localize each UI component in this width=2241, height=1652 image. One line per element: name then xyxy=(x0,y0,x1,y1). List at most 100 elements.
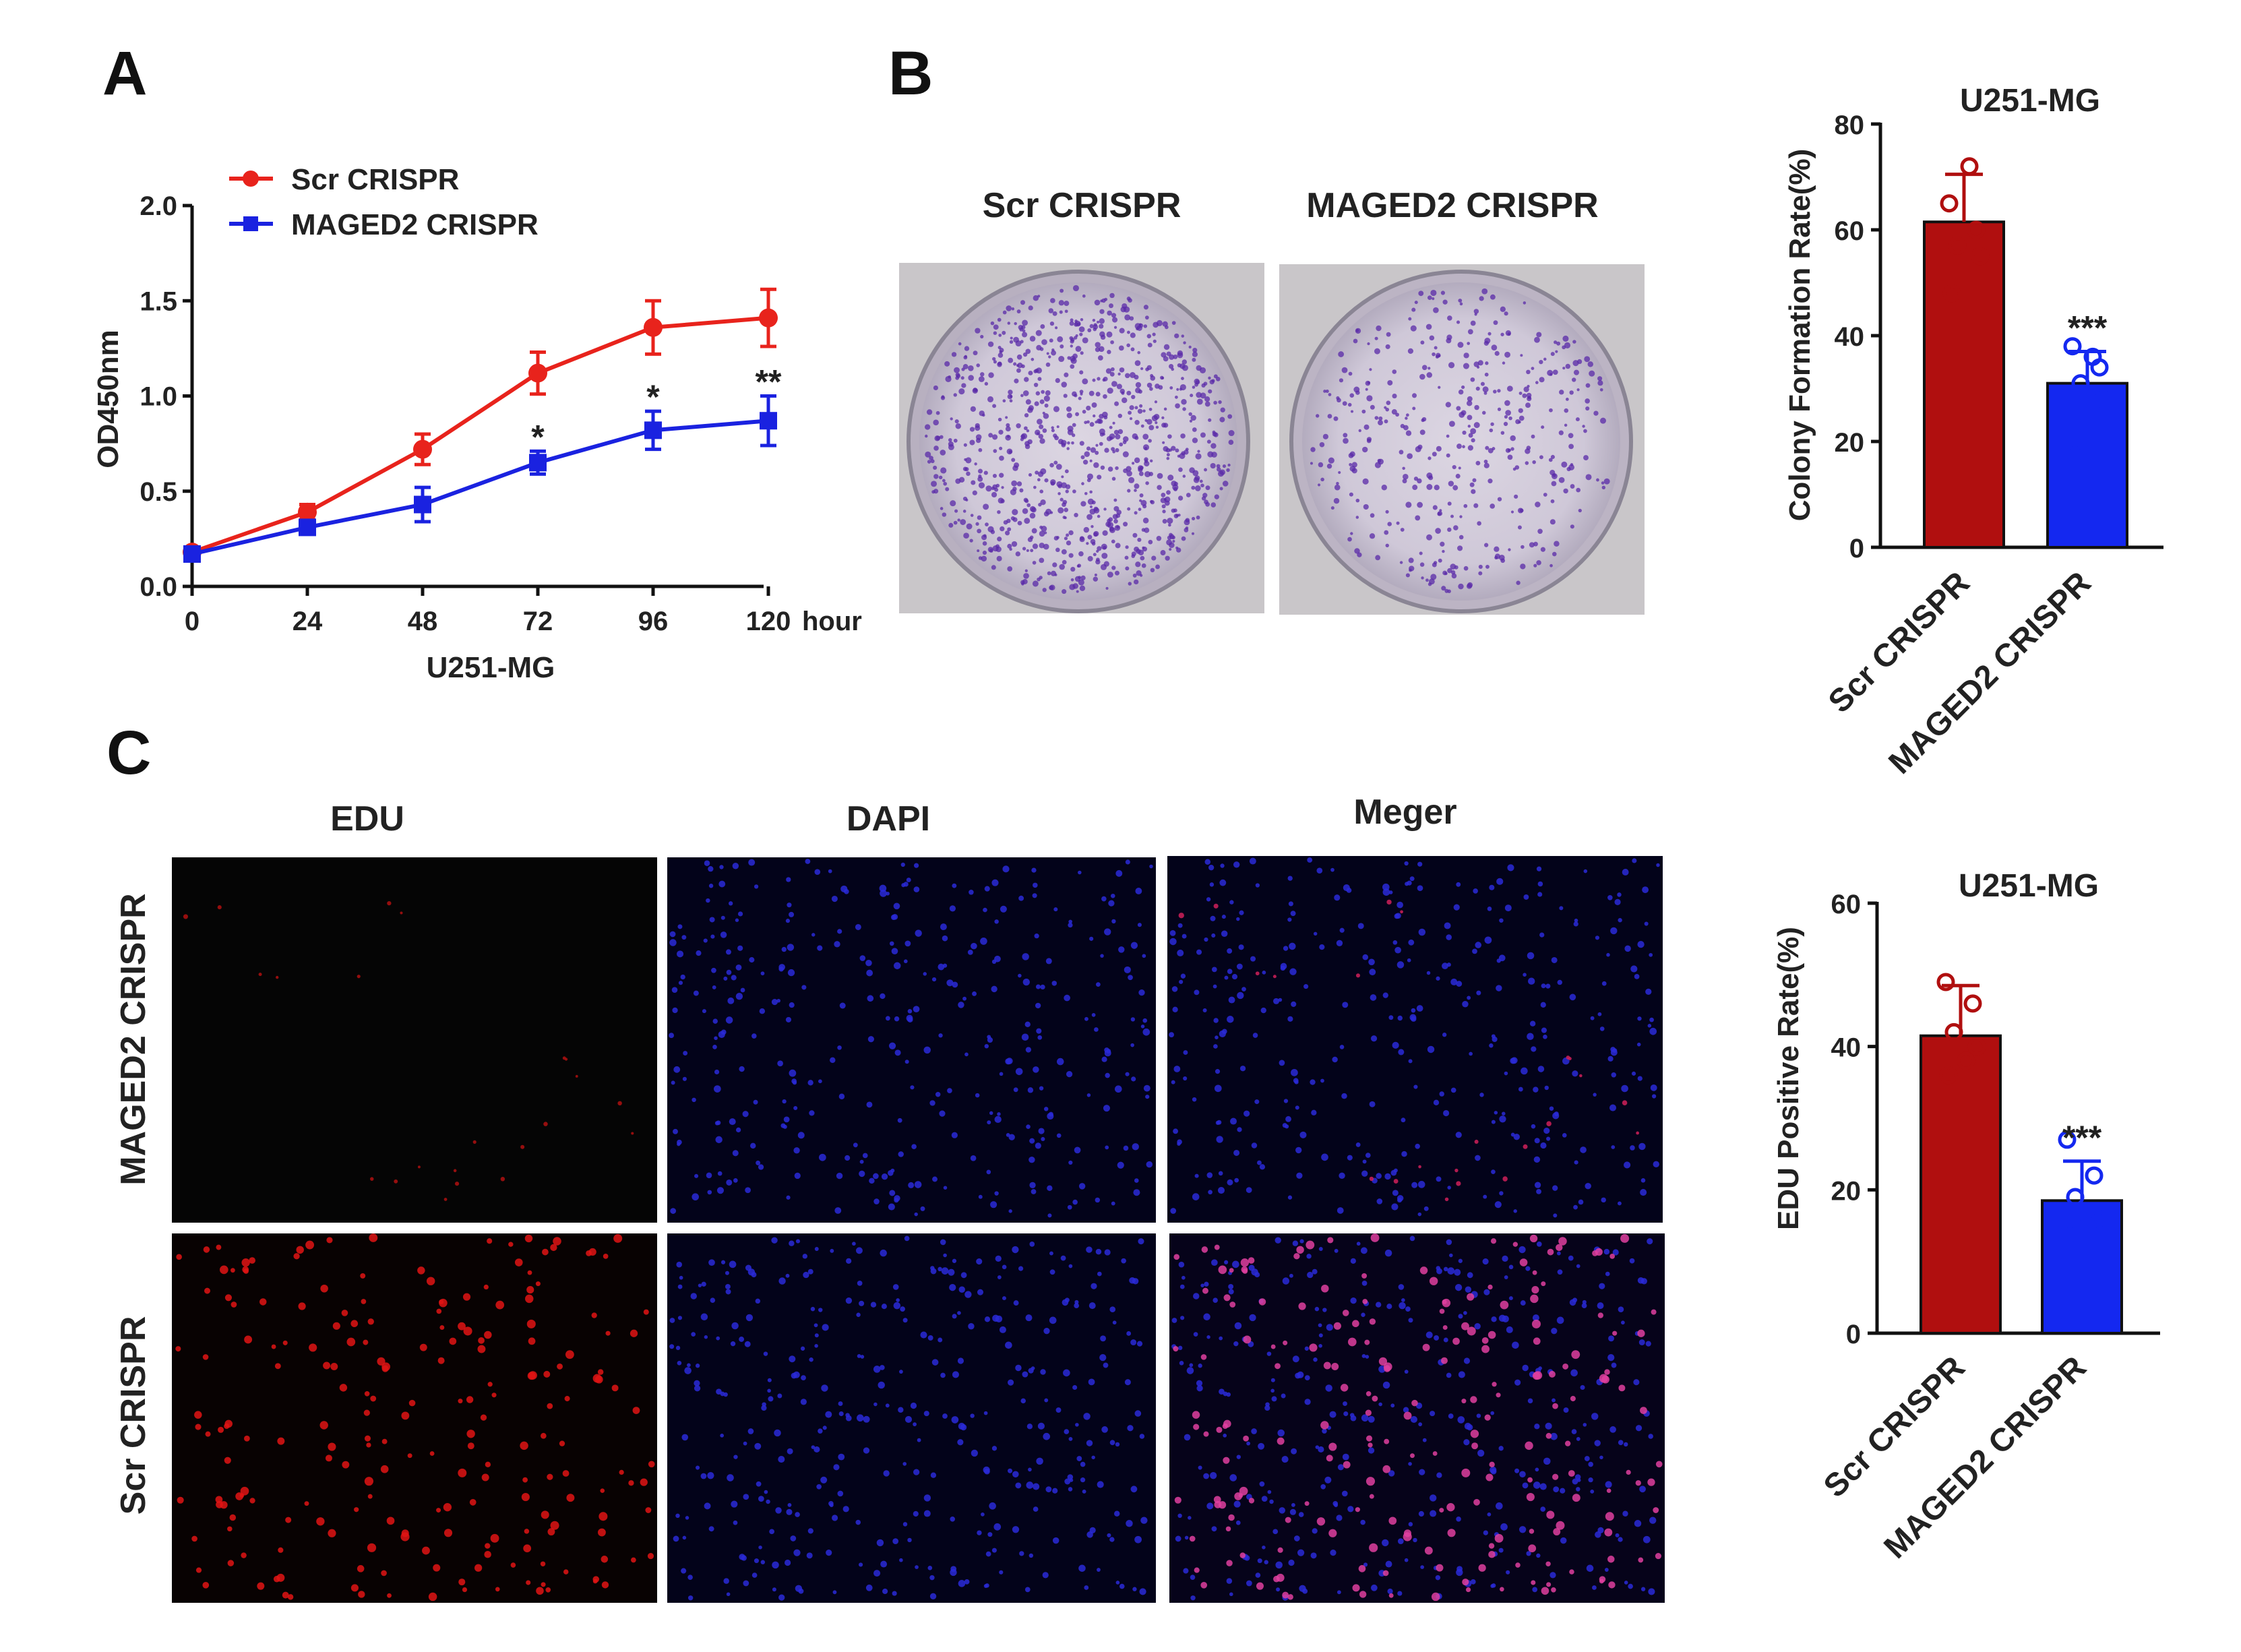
cell-nucleus xyxy=(244,1335,253,1344)
cell-nucleus xyxy=(526,1580,531,1585)
legend-label-scr: Scr CRISPR xyxy=(291,163,459,196)
cell-nucleus xyxy=(1173,1128,1179,1134)
cell-nucleus xyxy=(831,895,838,903)
colony-dot xyxy=(1064,469,1069,474)
cell-nucleus xyxy=(1211,1259,1218,1266)
cell-nucleus xyxy=(1068,922,1073,928)
colony-dot xyxy=(1107,350,1111,355)
colony-dot xyxy=(1378,416,1383,421)
cell-nucleus xyxy=(603,1254,609,1259)
colony-dot xyxy=(1148,407,1153,411)
colony-dot xyxy=(1217,467,1221,472)
cell-nucleus xyxy=(277,1437,285,1445)
colony-dot xyxy=(1108,517,1113,522)
cell-nucleus xyxy=(1142,1018,1148,1023)
cell-nucleus xyxy=(695,1364,700,1368)
cell-nucleus xyxy=(1647,1238,1653,1245)
cell-nucleus xyxy=(216,1244,222,1250)
cell-nucleus xyxy=(999,1072,1004,1076)
growth-x-axis-title: U251-MG xyxy=(427,651,555,684)
cell-nucleus xyxy=(1506,1326,1513,1333)
cell-nucleus xyxy=(1183,1050,1188,1056)
cell-nucleus xyxy=(1216,1426,1223,1433)
colony-dot xyxy=(1070,578,1074,582)
colony-dot xyxy=(1026,429,1030,433)
cell-nucleus xyxy=(1637,1076,1643,1081)
cell-nucleus xyxy=(1562,1133,1567,1138)
cell-nucleus xyxy=(1499,1115,1506,1123)
colony-dot xyxy=(990,530,995,534)
colony-dot xyxy=(1213,400,1217,405)
colony-dot xyxy=(1032,580,1039,587)
colony-dot xyxy=(1016,368,1021,373)
colony-dot xyxy=(1192,386,1196,389)
colony-dot xyxy=(969,539,973,543)
cell-nucleus xyxy=(1318,1333,1323,1338)
colony-dot xyxy=(1518,408,1523,413)
colony-dot xyxy=(1428,582,1432,586)
colony-dot xyxy=(1475,386,1480,391)
cell-nucleus xyxy=(669,1318,675,1323)
cell-nucleus xyxy=(1254,1272,1260,1278)
cell-nucleus xyxy=(543,1370,551,1378)
cell-nucleus xyxy=(1407,958,1411,962)
cell-nucleus xyxy=(1277,1429,1285,1437)
cell-nucleus xyxy=(387,1593,392,1598)
cell-nucleus xyxy=(706,1172,712,1179)
colony-dot xyxy=(1206,439,1211,444)
cell-nucleus xyxy=(859,1159,864,1164)
colony-dot xyxy=(1570,463,1574,466)
colony-dot xyxy=(1338,351,1345,357)
colony-dot xyxy=(1436,353,1441,358)
cell-nucleus xyxy=(1174,1496,1181,1504)
colony-dot xyxy=(977,528,982,534)
growth-point xyxy=(183,545,201,563)
colony-dot xyxy=(1038,433,1044,439)
growth-point xyxy=(528,363,547,383)
cell-nucleus xyxy=(952,883,957,888)
colony-dot xyxy=(1086,446,1091,451)
cell-nucleus xyxy=(807,1080,813,1086)
cell-nucleus xyxy=(1297,1549,1305,1556)
cell-nucleus xyxy=(914,1181,922,1188)
cell-nucleus xyxy=(1611,1362,1617,1368)
colony-dot xyxy=(1142,518,1149,524)
cell-nucleus xyxy=(1634,973,1640,979)
cell-nucleus xyxy=(1644,921,1649,926)
cell-nucleus xyxy=(1269,1499,1274,1504)
cell-nucleus xyxy=(1026,1481,1034,1489)
cell-nucleus xyxy=(720,1260,726,1264)
colony-dot xyxy=(927,460,931,464)
colony-dot xyxy=(1421,365,1428,371)
cell-nucleus xyxy=(1068,1487,1073,1492)
cell-nucleus xyxy=(870,1302,877,1308)
cell-nucleus xyxy=(1529,1529,1535,1534)
cell-nucleus xyxy=(177,1496,184,1504)
cell-nucleus xyxy=(802,1254,807,1259)
colony-dot xyxy=(1426,484,1433,490)
cell-nucleus xyxy=(997,1112,1001,1116)
colony-dot xyxy=(985,522,989,527)
cell-nucleus xyxy=(545,1587,551,1593)
colony-dot xyxy=(1082,378,1088,385)
cell-nucleus xyxy=(1200,1582,1208,1589)
cell-nucleus xyxy=(1494,1201,1502,1209)
cell-nucleus xyxy=(541,1510,549,1519)
cell-nucleus xyxy=(1295,1146,1302,1154)
colony-dot xyxy=(943,481,948,486)
cell-nucleus xyxy=(785,919,791,923)
cell-nucleus xyxy=(1633,1379,1640,1386)
colony-dot xyxy=(1009,340,1014,344)
cell-nucleus xyxy=(1013,1087,1018,1093)
colony-dot xyxy=(1204,396,1210,402)
colony-dot xyxy=(1208,376,1211,380)
colony-dot xyxy=(1099,414,1104,419)
cell-nucleus xyxy=(1564,1440,1571,1446)
cell-nucleus xyxy=(720,915,725,920)
cell-nucleus xyxy=(1343,1411,1349,1417)
cell-nucleus xyxy=(818,1308,823,1312)
colony-dot xyxy=(1154,400,1158,404)
cell-nucleus xyxy=(1568,1255,1574,1261)
cell-nucleus xyxy=(1281,1393,1286,1399)
cell-nucleus xyxy=(838,1411,844,1417)
